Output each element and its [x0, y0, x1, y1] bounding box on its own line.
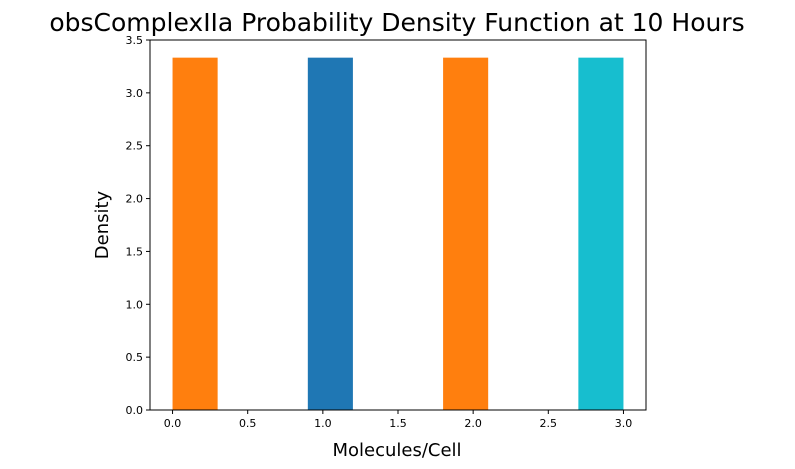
y-axis: 0.0 0.5 1.0 1.5 2.0 2.5 3.0 3.5: [126, 34, 150, 417]
chart-title: obsComplexIIa Probability Density Functi…: [49, 8, 744, 37]
y-tick-label: 1.5: [126, 245, 144, 258]
bar-1: [307, 57, 353, 410]
bar-3: [578, 57, 624, 410]
bar-0: [172, 57, 218, 410]
y-tick-label: 0.5: [126, 351, 144, 364]
x-tick-label: 1.0: [314, 417, 332, 430]
x-tick-label: 0.0: [164, 417, 182, 430]
x-axis-label: Molecules/Cell: [332, 440, 461, 461]
x-axis: 0.0 0.5 1.0 1.5 2.0 2.5 3.0: [164, 410, 632, 430]
x-tick-label: 2.5: [540, 417, 558, 430]
bars-group: [172, 57, 624, 410]
x-tick-label: 0.5: [239, 417, 257, 430]
y-tick-label: 0.0: [126, 404, 144, 417]
x-tick-label: 1.5: [389, 417, 407, 430]
y-tick-label: 2.5: [126, 140, 144, 153]
x-tick-label: 2.0: [464, 417, 482, 430]
plot-frame: [149, 39, 647, 411]
y-tick-label: 1.0: [126, 298, 144, 311]
y-tick-label: 3.0: [126, 87, 144, 100]
y-tick-label: 2.0: [126, 193, 144, 206]
y-tick-label: 3.5: [126, 34, 144, 47]
x-tick-label: 3.0: [615, 417, 633, 430]
bar-2: [443, 57, 489, 410]
y-axis-label: Density: [92, 190, 113, 259]
